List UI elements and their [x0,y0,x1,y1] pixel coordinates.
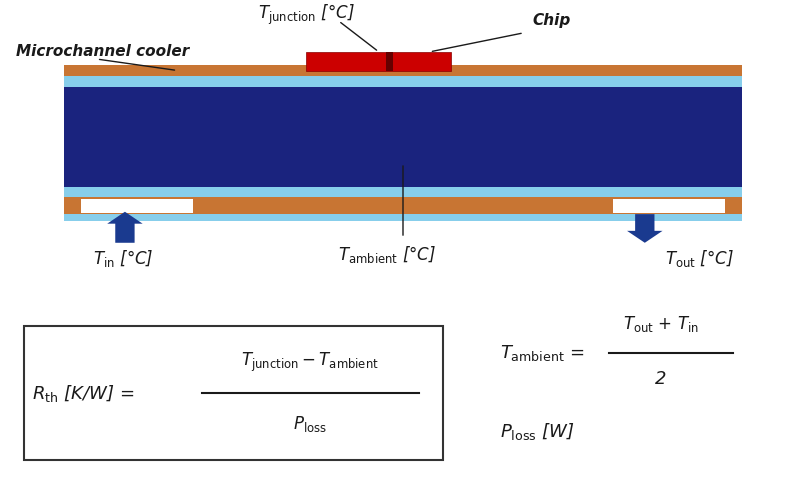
Text: $P_{\rm loss}$ [W]: $P_{\rm loss}$ [W] [500,421,574,442]
Bar [613,199,725,213]
Text: Chip: Chip [532,13,570,28]
Text: $T_{\rm ambient}$ [°C]: $T_{\rm ambient}$ [°C] [338,244,436,265]
Polygon shape [107,212,143,243]
Bar [64,65,742,76]
Bar [64,87,742,187]
Text: $T_{\rm ambient}$ =: $T_{\rm ambient}$ = [500,342,584,363]
Bar [64,187,742,197]
Bar [64,76,742,87]
Bar [306,52,451,71]
Polygon shape [627,214,663,243]
Text: $R_{\rm th}$ [K/W] =: $R_{\rm th}$ [K/W] = [32,383,135,404]
Text: $T_{\rm out}$ + $T_{\rm in}$: $T_{\rm out}$ + $T_{\rm in}$ [623,314,699,334]
Text: $T_{\rm out}$ [°C]: $T_{\rm out}$ [°C] [665,248,734,269]
Text: $T_{\rm junction}$ [°C]: $T_{\rm junction}$ [°C] [258,3,355,27]
Text: $P_{\rm loss}$: $P_{\rm loss}$ [293,414,327,434]
Bar [64,214,742,221]
Text: $T_{\rm in}$ [°C]: $T_{\rm in}$ [°C] [93,248,153,269]
FancyBboxPatch shape [24,326,443,460]
Bar [64,197,742,214]
Text: Microchannel cooler: Microchannel cooler [16,45,189,59]
Bar [81,199,193,213]
Bar [386,52,393,71]
Text: 2: 2 [655,370,667,388]
Text: $T_{\rm junction} - T_{\rm ambient}$: $T_{\rm junction} - T_{\rm ambient}$ [241,351,380,374]
